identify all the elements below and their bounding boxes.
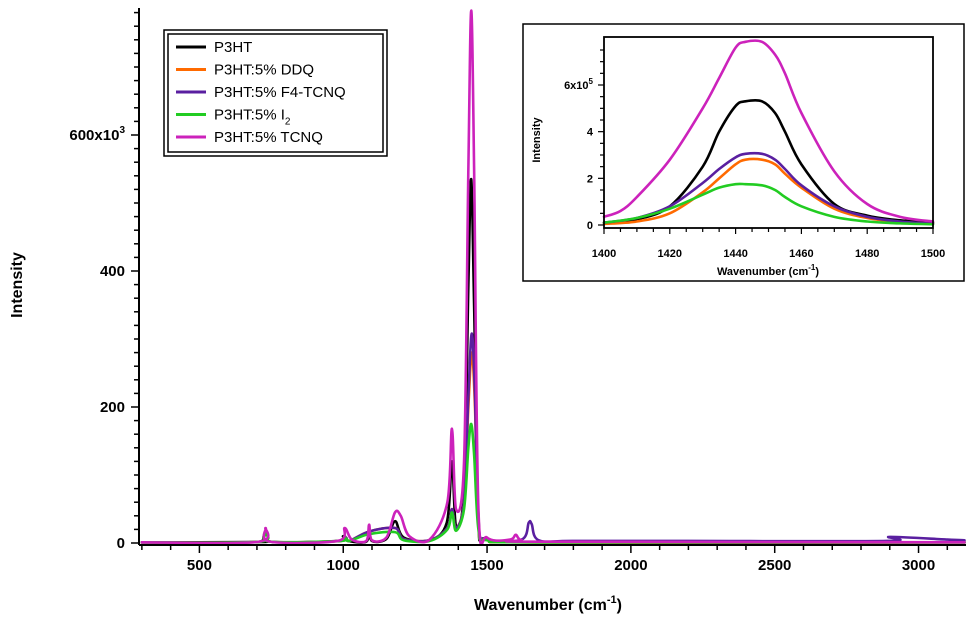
inset-y-tick-text: 6x10	[564, 80, 588, 92]
legend-entry-text: P3HT	[214, 39, 252, 56]
inset-series-line-2	[602, 151, 935, 226]
main-y-tick-text: 0	[117, 535, 125, 552]
main-x-tick-label: 500	[187, 557, 212, 574]
main-y-tick-label: 0	[117, 535, 125, 552]
main-x-axis-title: Wavenumber (cm-1)	[474, 594, 622, 614]
main-y-tick-label: 200	[100, 399, 125, 416]
inset-frame	[522, 23, 965, 282]
main-x-axis-title-sup: -1	[607, 594, 617, 606]
inset-y-tick-text: 2	[587, 173, 593, 185]
legend-entry-text: P3HT:5% DDQ	[214, 62, 314, 79]
legend-entry-text: P3HT:5% F4-TCNQ	[214, 84, 346, 101]
legend-entry-subscript: 2	[285, 117, 291, 128]
legend-entry-text: P3HT:5% TCNQ	[214, 129, 323, 146]
main-y-exponent: 3	[119, 125, 125, 136]
inset-y-exponent: 5	[589, 77, 594, 86]
inset-x-tick-label: 1480	[855, 248, 879, 260]
inset-y-tick-label: 2	[587, 173, 593, 185]
main-y-axis-title: Intensity	[9, 252, 26, 318]
main-x-axis-title-tail: )	[617, 597, 622, 614]
legend-entry-label: P3HT:5% DDQ	[214, 62, 314, 79]
inset-x-tick-label: 1400	[592, 248, 616, 260]
main-y-tick-text: 200	[100, 399, 125, 416]
main-y-tick-label: 400	[100, 263, 125, 280]
main-series-group	[140, 9, 966, 546]
main-series-line-2	[140, 332, 966, 545]
legend-entry-label: P3HT	[214, 39, 252, 56]
main-x-tick-label: 2000	[614, 557, 647, 574]
main-x-tick-label: 3000	[902, 557, 935, 574]
legend-entry-text: P3HT:5% I	[214, 107, 285, 124]
inset-x-tick-label: 1500	[921, 248, 945, 260]
inset-x-tick-label: 1440	[723, 248, 747, 260]
inset-chart: 1400 1420 1440 1460 1480 1500 0 2 4 6x105 Wavenumb…	[522, 23, 965, 282]
main-series-line-4	[140, 9, 966, 546]
inset-x-axis-title-sup: -1	[808, 263, 816, 272]
main-x-tick-label: 1500	[470, 557, 503, 574]
legend-border-inner	[167, 33, 384, 153]
inset-y-tick-text: 0	[587, 220, 593, 232]
inset-y-tick-label: 0	[587, 220, 593, 232]
main-series-line-3	[140, 422, 966, 545]
inset-x-axis-title-text: Wavenumber (cm	[717, 266, 809, 278]
main-x-axis-title-text: Wavenumber (cm	[474, 597, 607, 614]
main-x-tick-label: 2500	[758, 557, 791, 574]
main-series-line-1	[140, 351, 966, 545]
legend-entry-label: P3HT:5% I2	[214, 107, 291, 128]
main-y-tick-label: 600x103	[69, 125, 125, 144]
inset-y-tick-label: 4	[587, 127, 594, 139]
legend: P3HT P3HT:5% DDQ P3HT:5% F4-TCNQ P3HT:5% I2…	[163, 29, 388, 157]
legend-entry-label: P3HT:5% F4-TCNQ	[214, 84, 346, 101]
inset-x-axis-title: Wavenumber (cm-1)	[717, 263, 819, 278]
legend-entry-label: P3HT:5% TCNQ	[214, 129, 323, 146]
inset-y-axis-title: Intensity	[531, 117, 543, 163]
inset-series-line-3	[602, 182, 935, 226]
inset-series-line-4	[602, 39, 935, 223]
main-y-tick-text: 400	[100, 263, 125, 280]
inset-x-tick-label: 1420	[658, 248, 682, 260]
inset-y-tick-label: 6x105	[564, 77, 593, 92]
inset-series-line-1	[602, 157, 935, 226]
inset-x-axis-title-tail: )	[815, 266, 819, 278]
main-x-tick-label: 1000	[327, 557, 360, 574]
inset-x-tick-label: 1460	[789, 248, 813, 260]
main-y-tick-text: 600x10	[69, 127, 119, 144]
inset-y-tick-text: 4	[587, 127, 594, 139]
